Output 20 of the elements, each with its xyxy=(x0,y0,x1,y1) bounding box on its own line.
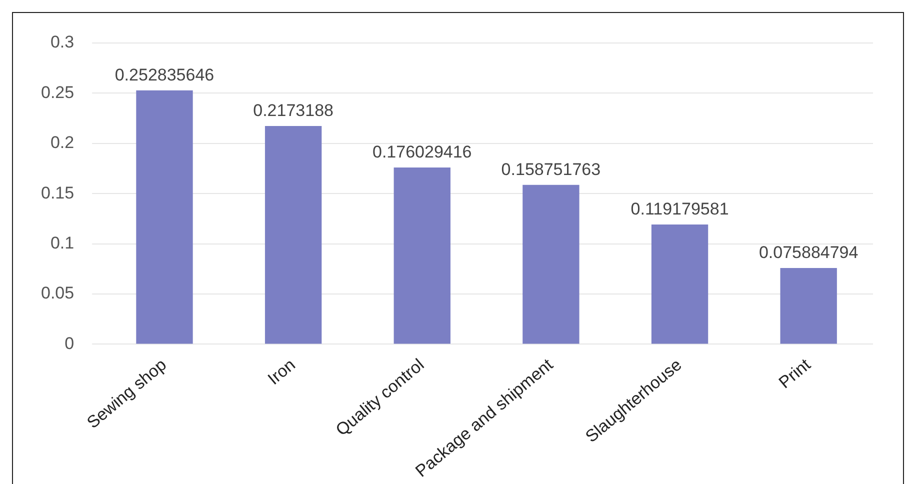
bar xyxy=(522,184,580,344)
y-tick-label: 0.3 xyxy=(50,32,74,52)
y-tick-label: 0.1 xyxy=(50,233,74,252)
bar xyxy=(780,268,837,344)
bar xyxy=(136,90,193,344)
data-label: 0.075884794 xyxy=(758,243,858,262)
y-tick-label: 0.25 xyxy=(40,82,74,102)
data-label: 0.252835646 xyxy=(114,66,214,85)
y-tick-label: 0.05 xyxy=(40,284,74,303)
y-tick-label: 0.2 xyxy=(50,133,74,152)
x-tick-label: Iron xyxy=(264,355,299,389)
bar xyxy=(651,224,708,344)
data-label: 0.2173188 xyxy=(253,101,334,120)
bar xyxy=(394,167,450,344)
data-label: 0.176029416 xyxy=(372,142,472,162)
bar xyxy=(264,126,322,344)
y-tick-label: 0 xyxy=(64,334,74,353)
data-label: 0.158751763 xyxy=(501,160,601,180)
data-label: 0.119179581 xyxy=(630,200,729,219)
y-tick-label: 0.15 xyxy=(40,183,74,202)
